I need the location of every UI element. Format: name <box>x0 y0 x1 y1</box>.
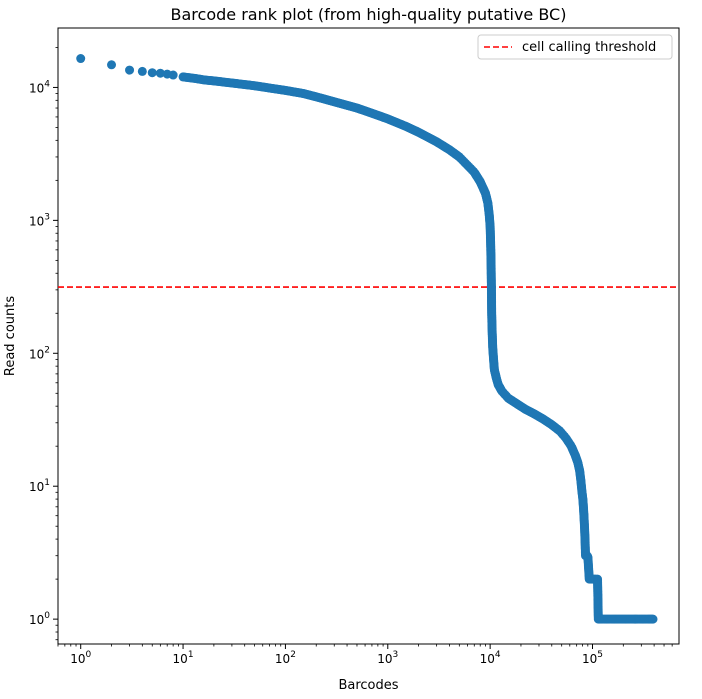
data-point <box>648 614 658 624</box>
data-points <box>76 54 658 624</box>
legend-threshold-label: cell calling threshold <box>522 40 656 55</box>
y-axis: 100 101 102 103 104 <box>29 47 58 641</box>
x-tick-label: 103 <box>377 650 398 666</box>
chart-title: Barcode rank plot (from high-quality put… <box>171 5 567 24</box>
legend: cell calling threshold <box>477 34 673 60</box>
plot-frame <box>57 27 680 645</box>
x-axis: 100 101 102 103 104 105 <box>57 644 673 666</box>
data-point <box>125 65 135 75</box>
x-tick-label: 101 <box>173 650 194 666</box>
y-tick-label: 103 <box>29 212 50 228</box>
data-point <box>147 68 157 78</box>
plot-area <box>57 27 680 645</box>
data-point <box>155 68 165 78</box>
x-tick-label: 104 <box>480 650 501 666</box>
y-tick-label: 102 <box>29 345 50 361</box>
y-tick-label: 100 <box>29 611 50 627</box>
x-tick-label: 100 <box>70 650 91 666</box>
x-tick-label: 105 <box>582 650 603 666</box>
y-tick-label: 101 <box>29 478 50 494</box>
data-point <box>168 70 178 80</box>
x-axis-label: Barcodes <box>338 678 398 693</box>
data-point <box>76 54 86 64</box>
legend-box <box>477 34 673 60</box>
data-point <box>137 66 147 76</box>
y-axis-label: Read counts <box>3 296 18 376</box>
data-point <box>107 60 117 70</box>
x-tick-label: 102 <box>275 650 296 666</box>
y-tick-label: 104 <box>29 79 50 95</box>
